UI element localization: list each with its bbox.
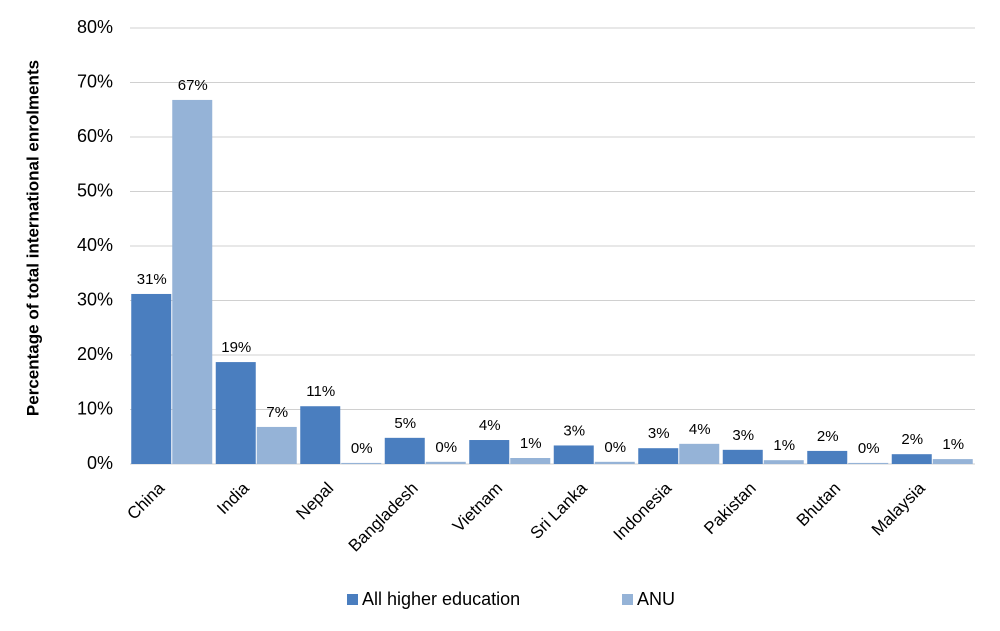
y-tick-label: 60% <box>77 126 113 146</box>
y-tick-label: 20% <box>77 344 113 364</box>
x-tick-label: Indonesia <box>610 478 676 544</box>
legend-label: ANU <box>637 589 675 609</box>
value-label: 31% <box>137 271 167 288</box>
y-tick-label: 50% <box>77 180 113 200</box>
value-label: 3% <box>732 427 754 444</box>
value-label: 1% <box>520 435 542 452</box>
bar <box>763 460 804 464</box>
x-tick-label: Malaysia <box>868 478 929 539</box>
y-tick-label: 10% <box>77 398 113 418</box>
bar <box>131 293 172 464</box>
bar <box>848 462 889 464</box>
value-label: 3% <box>648 425 670 442</box>
value-label: 2% <box>901 431 923 448</box>
legend-label: All higher education <box>362 589 520 609</box>
legend-swatch <box>622 594 633 605</box>
x-tick-label: China <box>123 478 168 523</box>
bar <box>891 454 932 464</box>
bar <box>510 458 551 464</box>
y-axis-title: Percentage of total international enrolm… <box>23 60 42 416</box>
value-label: 7% <box>266 404 288 421</box>
value-label: 4% <box>479 417 501 434</box>
y-tick-label: 80% <box>77 17 113 37</box>
bar <box>679 443 720 464</box>
value-label: 19% <box>221 339 251 356</box>
legend-swatch <box>347 594 358 605</box>
bar <box>256 426 297 464</box>
bar <box>932 459 973 464</box>
value-label: 0% <box>351 440 373 457</box>
value-label: 4% <box>689 421 711 438</box>
value-label: 0% <box>604 439 626 456</box>
bar <box>172 99 213 464</box>
x-tick-label: Nepal <box>292 479 337 524</box>
x-tick-label: Sri Lanka <box>527 478 592 543</box>
value-label: 1% <box>773 437 795 454</box>
x-tick-label: Bhutan <box>793 479 845 531</box>
x-tick-label: India <box>213 478 253 518</box>
value-label: 0% <box>858 440 880 457</box>
bar <box>553 445 594 464</box>
value-label: 0% <box>435 439 457 456</box>
x-tick-label: Vietnam <box>449 479 506 536</box>
bar <box>215 362 256 464</box>
bar <box>722 449 763 464</box>
value-label: 5% <box>394 415 416 432</box>
bar <box>425 461 466 464</box>
value-label: 3% <box>563 422 585 439</box>
bar <box>384 437 425 464</box>
y-tick-label: 30% <box>77 289 113 309</box>
value-label: 11% <box>306 383 335 400</box>
bar <box>807 450 848 464</box>
value-label: 2% <box>817 428 839 445</box>
y-tick-label: 0% <box>87 453 113 473</box>
x-tick-label: Bangladesh <box>345 479 422 556</box>
bar <box>638 448 679 464</box>
y-tick-label: 40% <box>77 235 113 255</box>
y-tick-label: 70% <box>77 71 113 91</box>
value-label: 1% <box>942 436 964 453</box>
value-label: 67% <box>178 77 208 94</box>
x-tick-label: Pakistan <box>700 479 760 539</box>
bar <box>594 461 635 464</box>
bar <box>469 440 510 464</box>
bar <box>341 462 382 464</box>
bar <box>300 406 341 464</box>
